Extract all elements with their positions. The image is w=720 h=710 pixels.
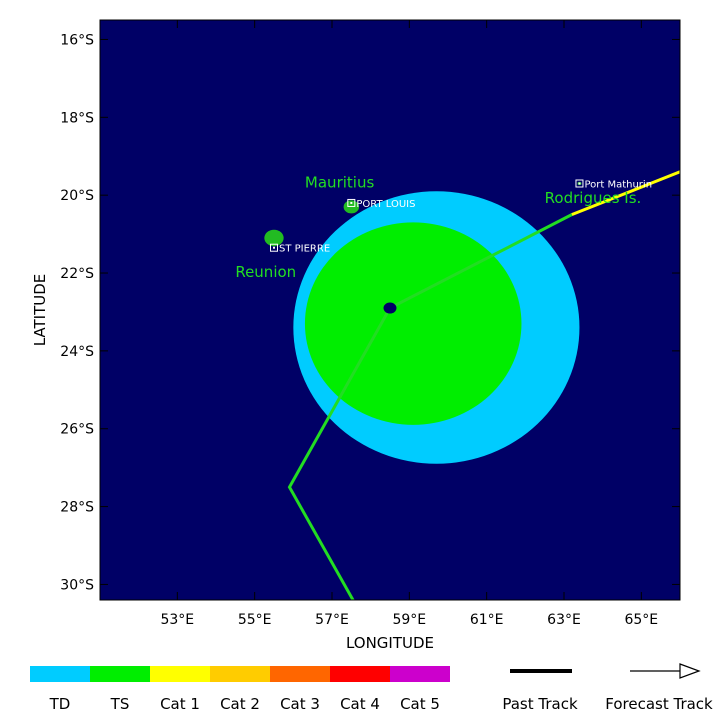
past-track-segment bbox=[287, 213, 573, 600]
island-reunion bbox=[264, 229, 284, 247]
city-label: Port Mathurin bbox=[584, 179, 652, 190]
legend-swatch bbox=[270, 666, 330, 682]
island-label: Mauritius bbox=[305, 173, 375, 191]
past-track-segment bbox=[571, 170, 680, 217]
city-marker-dot bbox=[273, 246, 275, 249]
island-label: Reunion bbox=[235, 263, 296, 281]
city-marker-dot bbox=[350, 201, 353, 204]
legend-swatch bbox=[90, 666, 150, 682]
city-marker bbox=[270, 243, 278, 252]
y-tick-label: 28°S bbox=[60, 500, 94, 516]
legend-label: TD bbox=[49, 695, 71, 710]
legend-label: Cat 5 bbox=[400, 695, 440, 710]
legend-swatch bbox=[210, 666, 270, 682]
legend-swatch bbox=[30, 666, 90, 682]
y-tick-label: 24°S bbox=[60, 344, 94, 360]
y-tick-label: 26°S bbox=[60, 422, 94, 438]
legend-label: Cat 3 bbox=[280, 695, 320, 710]
x-tick-label: 59°E bbox=[392, 612, 426, 628]
x-tick-label: 55°E bbox=[238, 612, 272, 628]
y-tick-label: 22°S bbox=[60, 266, 94, 282]
legend-label: Cat 2 bbox=[220, 695, 260, 710]
storm-center-marker bbox=[383, 302, 397, 314]
city-marker-dot bbox=[578, 182, 581, 185]
island-label: Rodrigues Is. bbox=[545, 189, 642, 207]
y-tick-label: 18°S bbox=[60, 110, 94, 126]
legend-swatch bbox=[390, 666, 450, 682]
legend-label: Cat 4 bbox=[340, 695, 380, 710]
y-tick-label: 30°S bbox=[60, 577, 94, 593]
y-tick-label: 16°S bbox=[60, 32, 94, 48]
plot-frame bbox=[99, 19, 681, 601]
x-tick-label: 61°E bbox=[470, 612, 504, 628]
x-tick-label: 65°E bbox=[624, 612, 658, 628]
forecast-arrow-icon bbox=[679, 663, 701, 679]
legend-label: Cat 1 bbox=[160, 695, 200, 710]
ts-wind-field bbox=[304, 222, 522, 425]
legend-label: TS bbox=[110, 695, 130, 710]
forecast-track-legend-label: Forecast Track bbox=[605, 695, 713, 710]
x-tick-label: 57°E bbox=[315, 612, 349, 628]
x-tick-label: 63°E bbox=[547, 612, 581, 628]
city-label: PORT LOUIS bbox=[356, 199, 415, 210]
city-marker bbox=[575, 179, 584, 188]
past-track-legend-label: Past Track bbox=[502, 695, 578, 710]
legend-swatch bbox=[150, 666, 210, 682]
legend: TD TS Cat 1 Cat 2 Cat 3 Cat 4 Cat 5 Past Track F… bbox=[30, 663, 713, 710]
city-label: ST PIERRE bbox=[279, 244, 330, 255]
x-tick-label: 53°E bbox=[160, 612, 194, 628]
x-axis-title: LONGITUDE bbox=[346, 634, 434, 652]
y-tick-label: 20°S bbox=[60, 188, 94, 204]
legend-swatch bbox=[330, 666, 390, 682]
city-marker bbox=[347, 198, 356, 207]
y-axis-title: LATITUDE bbox=[31, 274, 49, 347]
